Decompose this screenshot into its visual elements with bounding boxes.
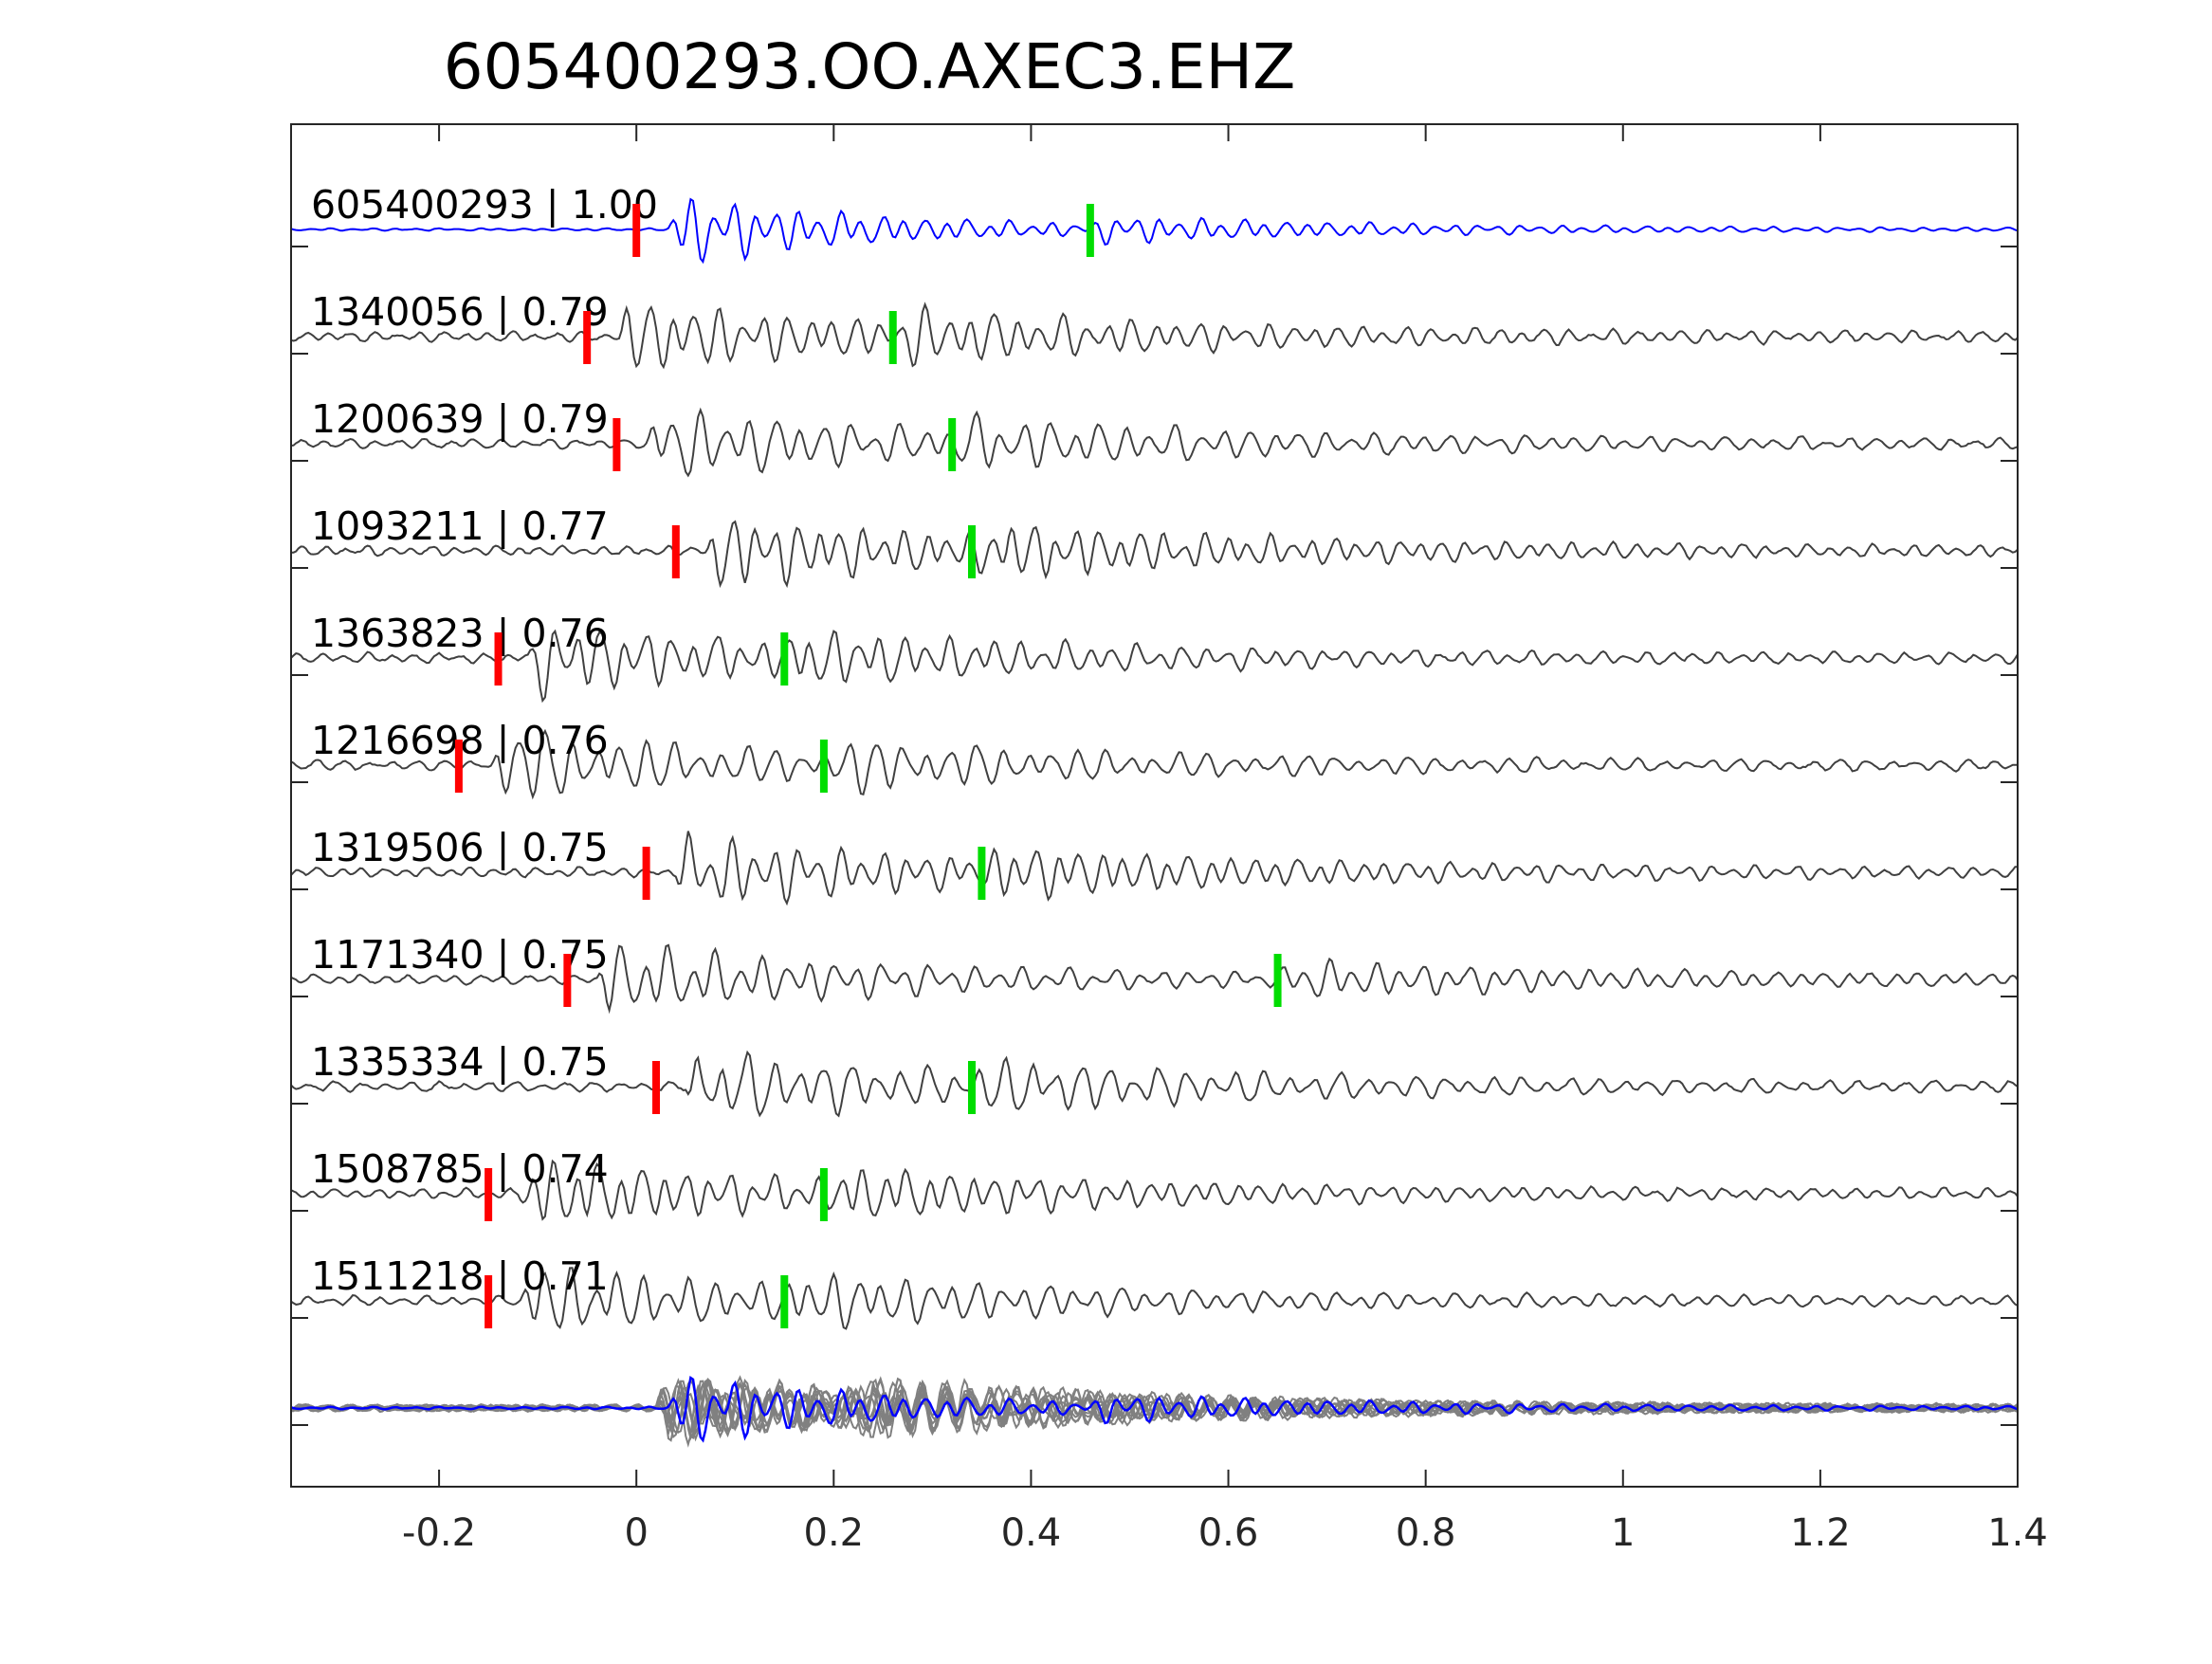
x-tick-label: 0.8 bbox=[1396, 1511, 1456, 1555]
s-pick-marker-1363823 bbox=[780, 632, 789, 686]
x-tick-label: 0 bbox=[624, 1511, 648, 1555]
trace-label-1200639: 1200639 | 0.79 bbox=[311, 396, 609, 442]
s-pick-marker-1508785 bbox=[819, 1168, 828, 1221]
x-tick-label: -0.2 bbox=[402, 1511, 476, 1555]
trace-label-1171340: 1171340 | 0.75 bbox=[311, 932, 609, 978]
p-pick-marker-1200639 bbox=[612, 418, 621, 471]
waveform-trace-1335334 bbox=[291, 1050, 2018, 1118]
p-pick-marker-1319506 bbox=[642, 847, 650, 900]
waveform-trace-605400293 bbox=[291, 197, 2018, 265]
waveform-trace-1363823 bbox=[291, 629, 2018, 704]
axes-frame bbox=[290, 123, 2019, 1488]
waveform-trace-1200639 bbox=[291, 407, 2018, 478]
s-pick-marker-1200639 bbox=[948, 418, 957, 471]
x-tick-label: 0.2 bbox=[804, 1511, 865, 1555]
s-pick-marker-1511218 bbox=[780, 1275, 789, 1328]
p-pick-marker-1171340 bbox=[563, 954, 572, 1007]
x-tick-label: 0.6 bbox=[1198, 1511, 1259, 1555]
plot-layer: 605400293 | 1.00 1340056 | 0.79 1200639 | … bbox=[291, 182, 2018, 1448]
x-tick-label: 1.2 bbox=[1790, 1511, 1851, 1555]
trace-label-1335334: 1335334 | 0.75 bbox=[311, 1039, 609, 1085]
s-pick-marker-1093211 bbox=[967, 525, 976, 578]
trace-label-1319506: 1319506 | 0.75 bbox=[311, 825, 609, 870]
stack-template-trace bbox=[291, 1376, 2018, 1443]
trace-label-1093211: 1093211 | 0.77 bbox=[311, 503, 609, 549]
trace-label-605400293: 605400293 | 1.00 bbox=[311, 182, 658, 228]
waveform-trace-1216698 bbox=[291, 728, 2018, 800]
trace-label-1340056: 1340056 | 0.79 bbox=[311, 289, 609, 335]
p-pick-marker-1335334 bbox=[652, 1061, 661, 1114]
s-pick-marker-1171340 bbox=[1273, 954, 1282, 1007]
x-tick-label: 1.4 bbox=[1987, 1511, 2048, 1555]
p-pick-marker-1363823 bbox=[494, 632, 503, 686]
p-pick-marker-1216698 bbox=[454, 740, 463, 793]
x-axis: -0.2 0 0.2 0.4 0.6 0.8 1 1.2 1.4 bbox=[291, 124, 2048, 1555]
waveform-trace-1319506 bbox=[291, 831, 2018, 906]
x-tick-label: 0.4 bbox=[1001, 1511, 1062, 1555]
trace-label-1508785: 1508785 | 0.74 bbox=[311, 1146, 609, 1192]
waveform-trace-1508785 bbox=[291, 1159, 2018, 1221]
p-pick-marker-1093211 bbox=[671, 525, 680, 578]
waveform-trace-1340056 bbox=[291, 302, 2018, 370]
p-pick-marker-1508785 bbox=[484, 1168, 493, 1221]
plot-area bbox=[291, 124, 2018, 1487]
x-tick-label: 1 bbox=[1611, 1511, 1635, 1555]
p-pick-marker-1511218 bbox=[484, 1275, 493, 1328]
s-pick-marker-1335334 bbox=[967, 1061, 976, 1114]
waveform-trace-1093211 bbox=[291, 520, 2018, 589]
s-pick-marker-1216698 bbox=[819, 740, 828, 793]
waveform-trace-1171340 bbox=[291, 943, 2018, 1015]
s-pick-marker-1340056 bbox=[888, 311, 897, 364]
s-pick-marker-1319506 bbox=[978, 847, 986, 900]
trace-label-1511218: 1511218 | 0.71 bbox=[311, 1253, 609, 1299]
p-pick-marker-1340056 bbox=[583, 311, 592, 364]
s-pick-marker-605400293 bbox=[1086, 204, 1094, 257]
trace-label-1363823: 1363823 | 0.76 bbox=[311, 611, 609, 656]
chart-title: 605400293.OO.AXEC3.EHZ bbox=[444, 30, 1296, 103]
waveform-trace-1511218 bbox=[291, 1267, 2018, 1330]
p-pick-marker-605400293 bbox=[632, 204, 641, 257]
